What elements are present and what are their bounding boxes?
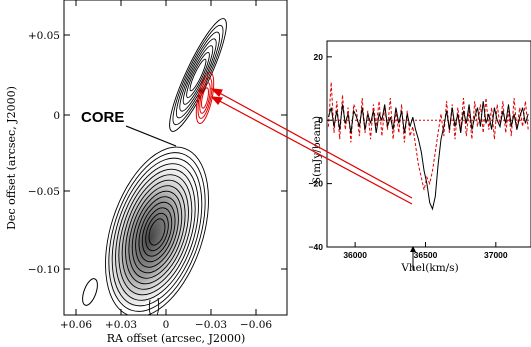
spectrum-x-tick-1: 36500: [414, 250, 438, 260]
red-contour-2: [199, 82, 211, 114]
connector-arrow-upper: [213, 89, 413, 199]
spectrum-y-tick-2: −20: [309, 179, 324, 189]
x-tick-label-0: +0.06: [60, 319, 92, 331]
contour-level-11: [141, 207, 173, 257]
contour-level-10: [138, 201, 176, 263]
x-tick-label-3: −0.03: [195, 319, 227, 331]
southern-extension-contour: [148, 297, 160, 315]
red-contour-3: [201, 87, 209, 109]
contour-level-4: [118, 168, 196, 296]
contour-map-x-axis-label: RA offset (arcsec, J2000): [107, 332, 246, 345]
contour-level-12: [145, 212, 169, 252]
x-tick-label-2: 0: [163, 319, 170, 331]
core-pointer-line: [125, 125, 177, 147]
y-tick-label-2: −0.05: [28, 186, 60, 198]
jet-contour-5: [186, 51, 210, 99]
spectrum-frame: [326, 40, 531, 248]
spectrum-ticks: [327, 56, 497, 248]
contour-level-3: [115, 163, 199, 301]
spectrum-panel: 20 0 −20 −40 36000 36500 37000 Vhel(km/s…: [309, 40, 531, 274]
absorption-marker-arrowhead: [410, 246, 416, 252]
contour-level-13: [148, 218, 166, 246]
spectrum-y-axis-label: S(mJy/beam): [311, 116, 323, 184]
y-tick-label-1: 0: [53, 110, 60, 122]
contour-level-9: [135, 196, 179, 268]
contour-level-6: [125, 179, 189, 285]
beam-ellipse: [82, 278, 98, 306]
series-dashed-red: [327, 82, 529, 191]
red-contours: [195, 72, 215, 124]
x-tick-label-4: −0.06: [240, 319, 272, 331]
contour-level-1: [108, 152, 206, 312]
jet-contour-0: [169, 18, 227, 132]
contour-map-panel: +0.05 0 −0.05 −0.10 +0.06 +0.03 0 −0.03 …: [5, 0, 288, 345]
x-tick-label-1: +0.03: [105, 319, 137, 331]
connector-arrowhead-lower: [210, 96, 224, 105]
jet-contour-4: [182, 45, 214, 105]
jet-contour-1: [172, 24, 224, 126]
spectrum-x-tick-2: 37000: [484, 250, 508, 260]
contour-level-5: [121, 174, 193, 290]
contour-level-2: [111, 157, 203, 307]
spectrum-x-tick-0: 36000: [343, 250, 367, 260]
spectrum-x-axis-label: Vhel(km/s): [400, 262, 458, 274]
contour-map-ticks: [64, 0, 287, 315]
contour-level-8: [131, 190, 183, 274]
contour-level-0: [105, 146, 209, 315]
spectrum-y-tick-0: 20: [314, 52, 324, 62]
spectrum-y-tick-1: 0: [318, 115, 323, 125]
connector-arrowhead-upper: [210, 88, 223, 98]
spectrum-y-tick-3: −40: [309, 242, 324, 252]
source-gray-emission: [106, 153, 200, 307]
red-contour-1: [197, 77, 213, 119]
core-annotation: CORE: [81, 109, 124, 126]
connecting-arrows: [210, 88, 413, 205]
jet-contours: [148, 18, 227, 315]
series-solid-black: [327, 101, 529, 211]
contour-level-7: [128, 185, 186, 279]
jet-contour-6: [189, 58, 207, 92]
black-contours: [105, 146, 209, 315]
connector-arrow-lower: [213, 97, 413, 205]
contour-map-y-axis-label: Dec offset (arcsec, J2000): [5, 86, 18, 230]
red-contour-0: [195, 72, 215, 124]
y-tick-label-0: +0.05: [28, 30, 60, 42]
jet-contour-3: [179, 38, 217, 112]
y-tick-label-3: −0.10: [28, 264, 60, 276]
